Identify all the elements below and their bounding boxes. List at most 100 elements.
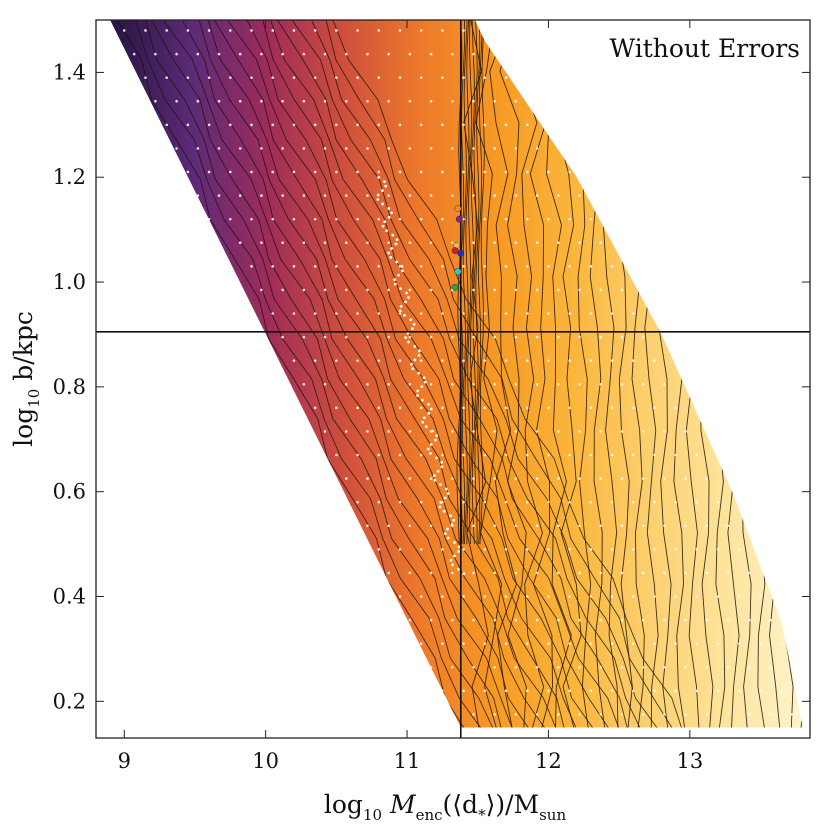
sample-point	[547, 453, 550, 457]
sample-point	[453, 541, 456, 544]
sample-point	[578, 477, 581, 480]
sample-point	[398, 309, 402, 313]
sample-point	[281, 665, 284, 669]
sample-point	[408, 288, 412, 292]
sample-point	[653, 595, 656, 598]
sample-point	[493, 194, 497, 197]
sample-point	[684, 618, 687, 622]
x-axis-title: log10 Menc(⟨d*⟩)/Msun	[324, 790, 567, 824]
sample-point	[578, 713, 581, 716]
sample-point	[483, 123, 487, 127]
sample-point	[323, 665, 327, 669]
sample-point	[207, 29, 211, 32]
sample-point	[387, 215, 391, 219]
sample-point	[705, 382, 709, 386]
sample-point	[238, 147, 242, 150]
sample-point	[568, 453, 571, 457]
sample-point	[404, 300, 407, 304]
sample-point	[684, 99, 687, 103]
sample-point	[610, 595, 614, 598]
sample-point	[335, 217, 338, 221]
sample-point	[674, 265, 677, 268]
sample-point	[589, 123, 593, 127]
sample-point	[323, 241, 327, 245]
sample-point	[229, 170, 232, 174]
sample-point	[599, 430, 603, 433]
sample-point	[419, 170, 423, 174]
sample-point	[144, 642, 147, 645]
sample-point	[144, 595, 147, 598]
sample-point	[356, 642, 359, 645]
sample-point	[377, 76, 381, 79]
sample-point	[462, 170, 465, 174]
sample-point	[535, 618, 539, 622]
sample-point	[217, 571, 221, 575]
sample-point	[674, 595, 677, 598]
contour-line	[788, 20, 803, 728]
sample-point	[323, 524, 327, 528]
sample-point	[175, 335, 178, 339]
sample-point	[674, 642, 677, 645]
x-tick-label: 9	[118, 749, 131, 773]
x-title-log: log	[324, 790, 363, 819]
sample-point	[408, 524, 412, 528]
sample-point	[535, 571, 539, 575]
sample-point	[695, 170, 699, 174]
sample-point	[674, 76, 677, 79]
contour-line	[198, 20, 553, 728]
sample-point	[238, 194, 242, 197]
sample-point	[260, 524, 263, 528]
sample-point	[446, 492, 450, 495]
sample-point	[589, 500, 593, 504]
sample-point	[568, 170, 571, 174]
sample-point	[790, 147, 793, 150]
sample-point	[441, 406, 444, 410]
sample-point	[302, 571, 306, 575]
sample-point	[432, 474, 436, 478]
sample-point	[260, 52, 263, 56]
sample-point	[790, 288, 793, 292]
sample-point	[599, 335, 603, 339]
sample-point	[335, 265, 338, 268]
sample-point	[165, 453, 168, 457]
sample-point	[747, 382, 751, 386]
sample-point	[313, 217, 317, 221]
sample-point	[738, 123, 741, 127]
marker-point	[455, 215, 463, 223]
sample-point	[271, 406, 275, 410]
sample-point	[823, 548, 826, 551]
best-fit-markers	[451, 205, 465, 291]
sample-point	[196, 335, 200, 339]
sample-point	[441, 29, 444, 32]
sample-point	[483, 359, 487, 362]
sample-point	[493, 713, 497, 716]
sample-point	[175, 618, 178, 622]
sample-point	[344, 618, 348, 622]
sample-point	[196, 713, 200, 716]
sample-point	[281, 194, 284, 197]
sample-point	[217, 713, 221, 716]
sample-point	[207, 76, 211, 79]
sample-point	[801, 642, 803, 645]
sample-point	[769, 571, 772, 575]
sample-point	[292, 453, 296, 457]
sample-point	[344, 288, 348, 292]
sample-point	[535, 99, 539, 103]
sample-point	[356, 29, 359, 32]
sample-point	[441, 642, 444, 645]
sample-point	[631, 642, 635, 645]
sample-point	[250, 406, 253, 410]
sample-point	[377, 170, 381, 174]
sample-point	[620, 571, 624, 575]
sample-point	[599, 99, 603, 103]
sample-point	[493, 382, 497, 386]
sample-point	[408, 147, 412, 150]
sample-point	[705, 194, 709, 197]
sample-point	[747, 524, 751, 528]
sample-point	[122, 359, 126, 362]
sample-point	[335, 689, 338, 693]
sample-point	[260, 571, 263, 575]
sample-point	[769, 713, 772, 716]
sample-point	[144, 548, 147, 551]
sample-point	[823, 690, 826, 693]
